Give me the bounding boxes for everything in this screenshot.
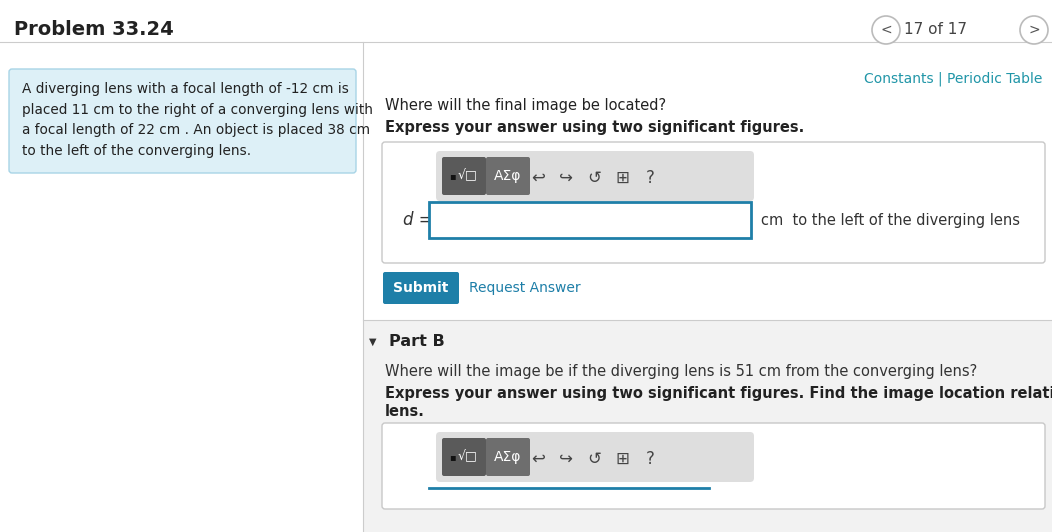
- Text: Where will the final image be located?: Where will the final image be located?: [385, 98, 666, 113]
- Text: ▼: ▼: [369, 337, 377, 347]
- Text: ⊞: ⊞: [615, 169, 629, 187]
- Bar: [363, 320, 1052, 532]
- Text: √□: √□: [458, 451, 478, 463]
- Bar: [0, 42, 363, 532]
- Text: 17 of 17: 17 of 17: [904, 22, 967, 37]
- Circle shape: [1020, 16, 1048, 44]
- FancyBboxPatch shape: [436, 151, 754, 201]
- Text: ?: ?: [646, 169, 654, 187]
- FancyBboxPatch shape: [9, 69, 356, 173]
- Text: <: <: [881, 23, 892, 37]
- Text: ▪: ▪: [449, 452, 456, 462]
- Text: cm  to the left of the diverging lens: cm to the left of the diverging lens: [761, 212, 1020, 228]
- Text: Request Answer: Request Answer: [469, 281, 581, 295]
- Text: Where will the image be if the diverging lens is 51 cm from the converging lens?: Where will the image be if the diverging…: [385, 364, 977, 379]
- Text: ⊞: ⊞: [615, 450, 629, 468]
- Text: A diverging lens with a focal length of -12 cm is
placed 11 cm to the right of a: A diverging lens with a focal length of …: [22, 82, 373, 158]
- FancyBboxPatch shape: [436, 432, 754, 482]
- Text: ΑΣφ: ΑΣφ: [494, 450, 522, 464]
- Text: ↩: ↩: [531, 450, 545, 468]
- Text: d =: d =: [403, 211, 432, 229]
- Text: Constants | Periodic Table: Constants | Periodic Table: [864, 72, 1041, 87]
- Text: ↺: ↺: [587, 169, 601, 187]
- Text: ↪: ↪: [559, 169, 573, 187]
- Text: Problem 33.24: Problem 33.24: [14, 20, 174, 39]
- FancyBboxPatch shape: [382, 423, 1045, 509]
- Text: ?: ?: [646, 450, 654, 468]
- FancyBboxPatch shape: [383, 272, 459, 304]
- Text: ΑΣφ: ΑΣφ: [494, 169, 522, 183]
- Text: ↪: ↪: [559, 450, 573, 468]
- Text: Express your answer using two significant figures.: Express your answer using two significan…: [385, 120, 804, 135]
- Text: Submit: Submit: [393, 281, 449, 295]
- Text: lens.: lens.: [385, 404, 425, 419]
- Text: ↩: ↩: [531, 169, 545, 187]
- Circle shape: [872, 16, 901, 44]
- Text: ▪: ▪: [449, 171, 456, 181]
- Text: Part B: Part B: [389, 335, 445, 350]
- FancyBboxPatch shape: [442, 157, 486, 195]
- Text: >: >: [1028, 23, 1039, 37]
- Bar: [429, 202, 751, 238]
- FancyBboxPatch shape: [442, 438, 486, 476]
- Bar: [0, 320, 363, 532]
- FancyBboxPatch shape: [486, 438, 530, 476]
- Text: Express your answer using two significant figures. Find the image location relat: Express your answer using two significan…: [385, 386, 1052, 401]
- Text: √□: √□: [458, 170, 478, 182]
- Text: ↺: ↺: [587, 450, 601, 468]
- FancyBboxPatch shape: [486, 157, 530, 195]
- FancyBboxPatch shape: [382, 142, 1045, 263]
